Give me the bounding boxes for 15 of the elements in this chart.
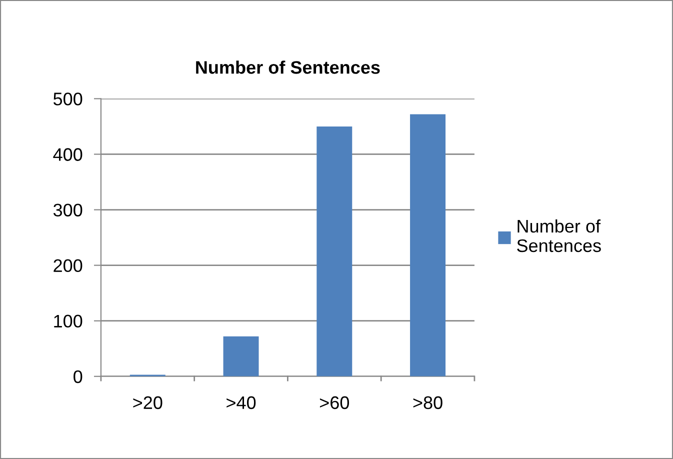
- x-tick-label: >80: [413, 396, 442, 410]
- bar: [410, 114, 446, 376]
- y-tick-label: 200: [54, 259, 82, 272]
- legend-label: Number of Sentences: [517, 219, 601, 252]
- bar: [223, 336, 259, 376]
- y-tick-label: 500: [53, 92, 82, 106]
- bar: [316, 126, 352, 376]
- x-tick-label: >40: [226, 396, 256, 410]
- y-tick-label: 400: [53, 148, 82, 161]
- x-tick-label: >20: [133, 396, 162, 410]
- x-tick-label: >60: [320, 396, 350, 410]
- y-tick-label: 0: [74, 370, 82, 384]
- chart-title: Number of Sentences: [196, 60, 380, 74]
- y-tick-label: 100: [54, 314, 82, 328]
- y-tick-label: 300: [53, 204, 82, 216]
